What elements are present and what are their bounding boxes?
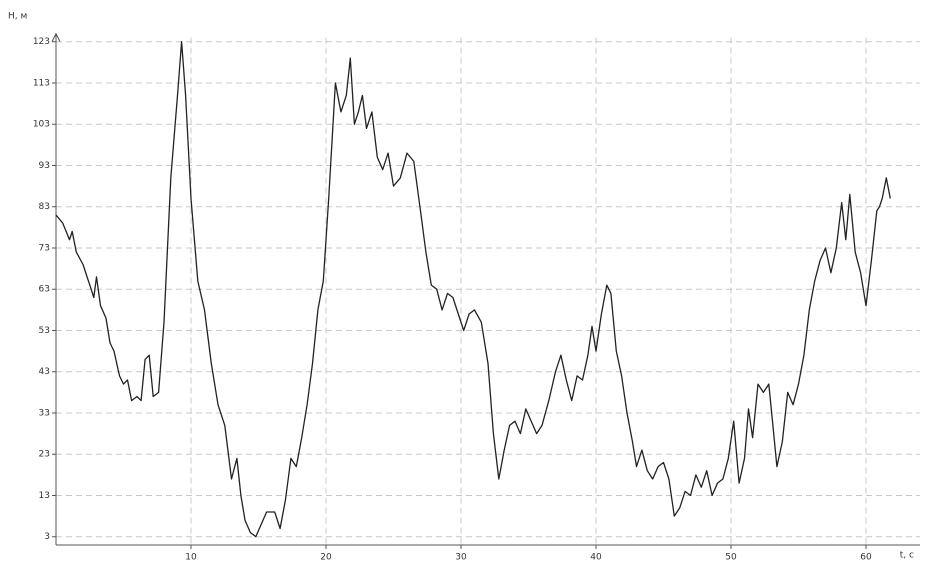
y-tick-label: 33 xyxy=(39,408,50,418)
y-tick-label: 3 xyxy=(44,532,50,542)
y-tick-label: 73 xyxy=(39,243,50,253)
y-tick-label: 23 xyxy=(39,450,50,460)
y-tick-label: 63 xyxy=(39,285,50,295)
y-tick-label: 43 xyxy=(39,367,50,377)
axis-arrow xyxy=(51,32,61,42)
x-tick-label: 10 xyxy=(185,553,197,563)
y-tick-label: 53 xyxy=(39,326,50,336)
data-line xyxy=(55,41,891,538)
x-tick-label: 30 xyxy=(455,553,467,563)
y-tick-label: 103 xyxy=(33,120,50,130)
x-tick-label: 20 xyxy=(320,553,332,563)
x-tick-label: 40 xyxy=(590,553,602,563)
y-tick-label: 83 xyxy=(39,202,50,212)
x-tick-label: 50 xyxy=(725,553,737,563)
y-tick-label: 123 xyxy=(33,37,50,47)
y-tick-label: 113 xyxy=(33,78,50,88)
x-axis-label: t, с xyxy=(900,551,914,561)
y-tick-label: 93 xyxy=(39,161,50,171)
x-tick-label: 60 xyxy=(860,553,872,563)
y-tick-label: 13 xyxy=(39,491,50,501)
y-axis-label: H, м xyxy=(8,12,27,22)
